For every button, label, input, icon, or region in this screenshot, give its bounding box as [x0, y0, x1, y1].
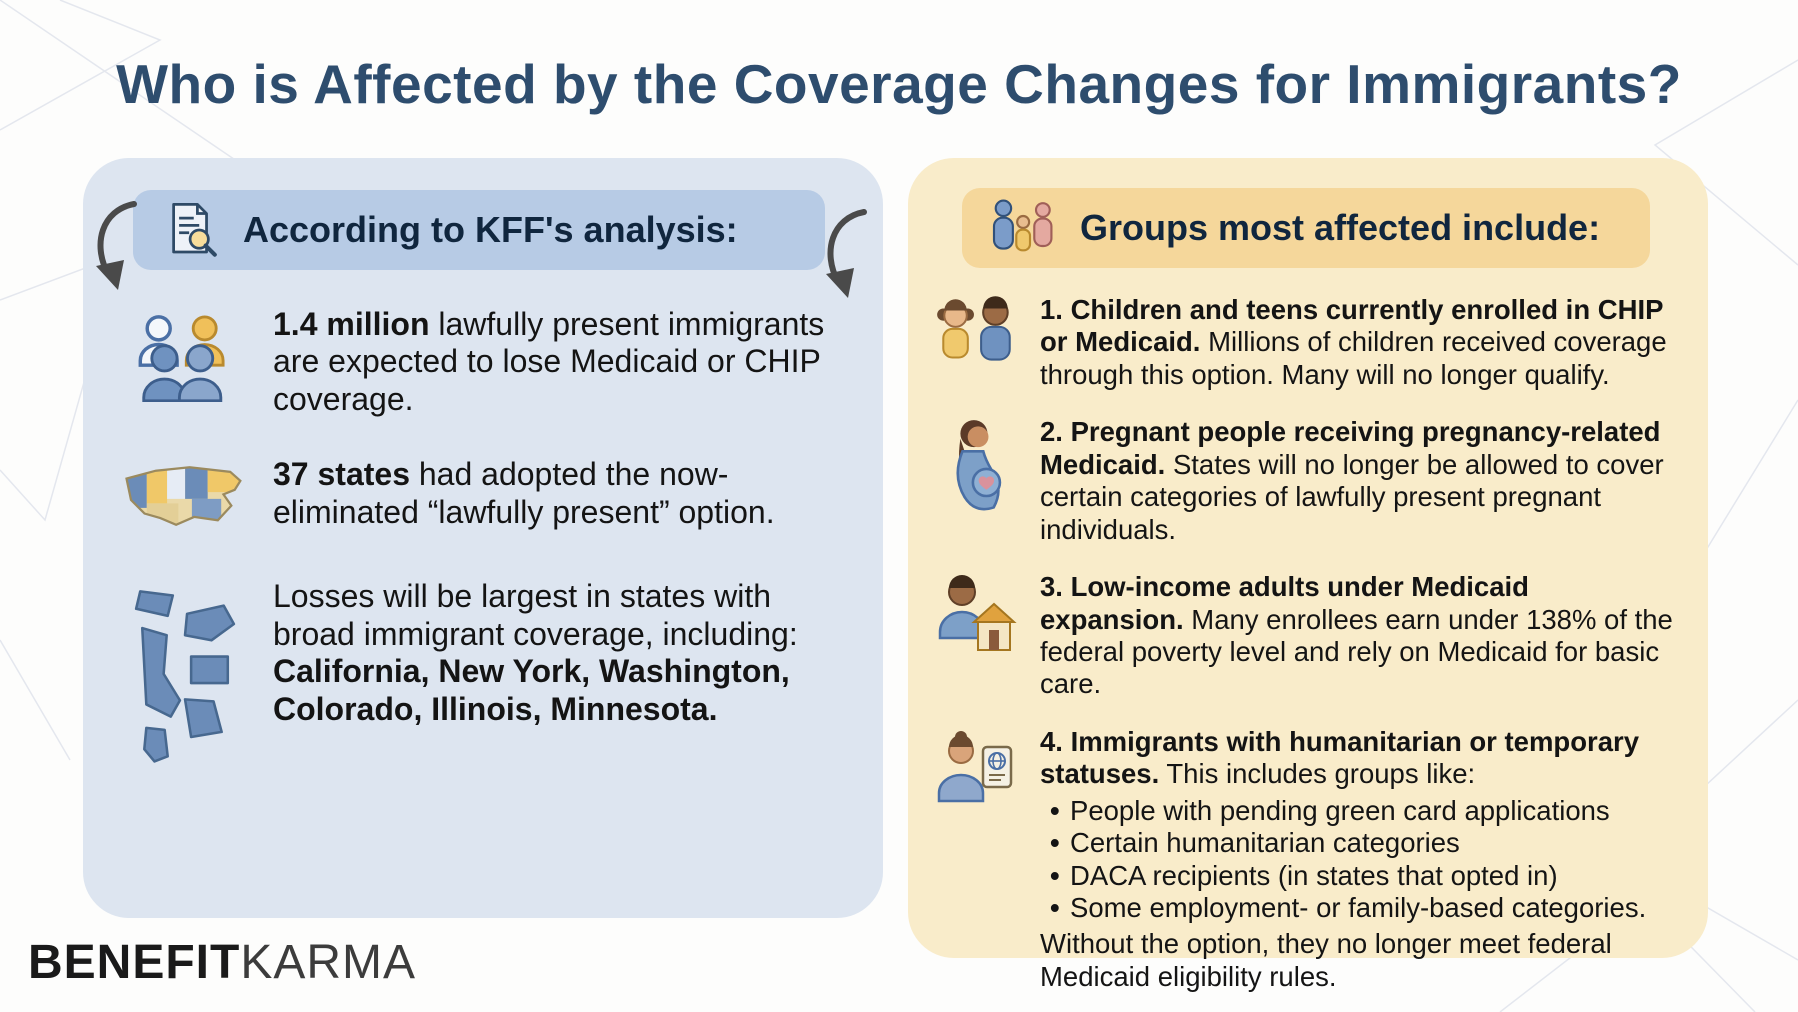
bullet-item: DACA recipients (in states that opted in… — [1040, 860, 1678, 893]
adult-house-icon — [922, 571, 1030, 659]
list-item: 1. Children and teens currently enrolled… — [922, 294, 1678, 391]
children-icon — [922, 294, 1030, 370]
list-item-text: 1. Children and teens currently enrolled… — [1040, 294, 1667, 390]
states-list: California, New York, Washington, Colora… — [273, 653, 790, 727]
left-panel-header-label: According to KFF's analysis: — [243, 209, 738, 250]
bullet-item: People with pending green card applicati… — [1040, 795, 1678, 828]
pregnant-person-icon — [922, 416, 1030, 522]
right-panel-header: Groups most affected include: — [962, 188, 1650, 268]
stat-value: 1.4 million — [273, 306, 430, 342]
right-panel-rows: 1. Children and teens currently enrolled… — [908, 268, 1708, 993]
state-shapes-icon — [109, 578, 259, 778]
stat-value: 37 states — [273, 456, 410, 493]
list-item: 2. Pregnant people receiving pregnancy-r… — [922, 416, 1678, 546]
right-panel-header-label: Groups most affected include: — [1080, 207, 1601, 248]
statuses-bullet-list: People with pending green card applicati… — [1040, 795, 1678, 925]
family-icon — [988, 196, 1060, 260]
groups-affected-panel: Groups most affected include: 1. Childre… — [908, 158, 1708, 992]
eligibility-note: Without the option, they no longer meet … — [1040, 928, 1612, 992]
kff-analysis-panel: According to KFF's analysis: 1.4 million… — [83, 158, 883, 918]
left-panel-rows: 1.4 million lawfully present immigrants … — [83, 270, 883, 778]
list-item-text: 3. Low-income adults under Medicaid expa… — [1040, 571, 1673, 700]
list-item: 1.4 million lawfully present immigrants … — [109, 306, 841, 418]
logo-text-bold: BENEFIT — [28, 936, 241, 989]
list-item-text: Losses will be largest in states with br… — [259, 578, 841, 728]
list-item: Losses will be largest in states with br… — [109, 578, 841, 778]
document-search-icon — [159, 198, 223, 262]
curved-arrow-icon — [826, 209, 867, 298]
page-title: Who is Affected by the Coverage Changes … — [116, 53, 1682, 115]
list-item-text: 37 states had adopted the now-eliminated… — [273, 456, 775, 530]
people-group-icon — [109, 306, 259, 402]
list-item-text: 1.4 million lawfully present immigrants … — [273, 306, 825, 417]
person-passport-icon — [922, 726, 1030, 814]
list-item: 37 states had adopted the now-eliminated… — [109, 456, 841, 540]
list-item-text: 4. Immigrants with humanitarian or tempo… — [1030, 726, 1678, 994]
list-item-text: 2. Pregnant people receiving pregnancy-r… — [1040, 416, 1664, 545]
bullet-item: Certain humanitarian categories — [1040, 827, 1678, 860]
logo-text-light: KARMA — [240, 936, 417, 989]
list-item: 3. Low-income adults under Medicaid expa… — [922, 571, 1678, 701]
us-map-icon — [109, 456, 259, 540]
left-panel-header: According to KFF's analysis: — [133, 190, 825, 270]
list-item: 4. Immigrants with humanitarian or tempo… — [922, 726, 1678, 994]
bullet-item: Some employment- or family-based categor… — [1040, 892, 1678, 925]
benefitkarma-logo: BENEFITKARMA — [28, 935, 416, 990]
curved-arrow-icon — [96, 201, 137, 290]
